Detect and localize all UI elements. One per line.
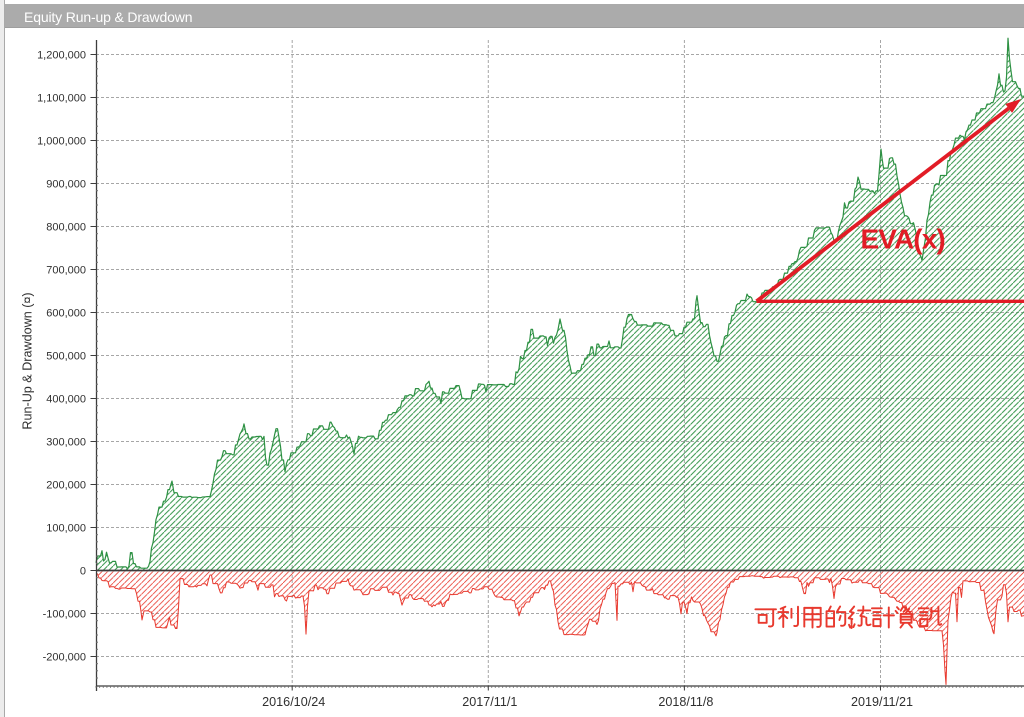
- svg-text:Run-Up & Drawdown (¤): Run-Up & Drawdown (¤): [21, 292, 35, 429]
- svg-text:500,000: 500,000: [46, 350, 86, 362]
- svg-text:200,000: 200,000: [46, 479, 86, 491]
- svg-text:Equity Run-up & Drawdown: Equity Run-up & Drawdown: [24, 9, 192, 25]
- svg-text:900,000: 900,000: [46, 178, 86, 190]
- svg-text:EVA(x): EVA(x): [861, 224, 945, 255]
- svg-text:1,000,000: 1,000,000: [37, 135, 86, 147]
- svg-text:2019/11/21: 2019/11/21: [851, 695, 913, 709]
- svg-text:100,000: 100,000: [46, 522, 86, 534]
- svg-text:700,000: 700,000: [46, 264, 86, 276]
- svg-text:2018/11/8: 2018/11/8: [658, 695, 713, 709]
- svg-text:400,000: 400,000: [46, 393, 86, 405]
- svg-text:0: 0: [80, 565, 86, 577]
- svg-text:800,000: 800,000: [46, 221, 86, 233]
- svg-text:2016/10/24: 2016/10/24: [262, 695, 325, 709]
- svg-text:300,000: 300,000: [46, 436, 86, 448]
- svg-text:1,200,000: 1,200,000: [37, 49, 86, 61]
- svg-text:-200,000: -200,000: [43, 651, 86, 663]
- svg-text:2017/11/1: 2017/11/1: [462, 695, 517, 709]
- svg-text:-100,000: -100,000: [43, 608, 86, 620]
- svg-text:1,100,000: 1,100,000: [37, 92, 86, 104]
- svg-text:600,000: 600,000: [46, 307, 86, 319]
